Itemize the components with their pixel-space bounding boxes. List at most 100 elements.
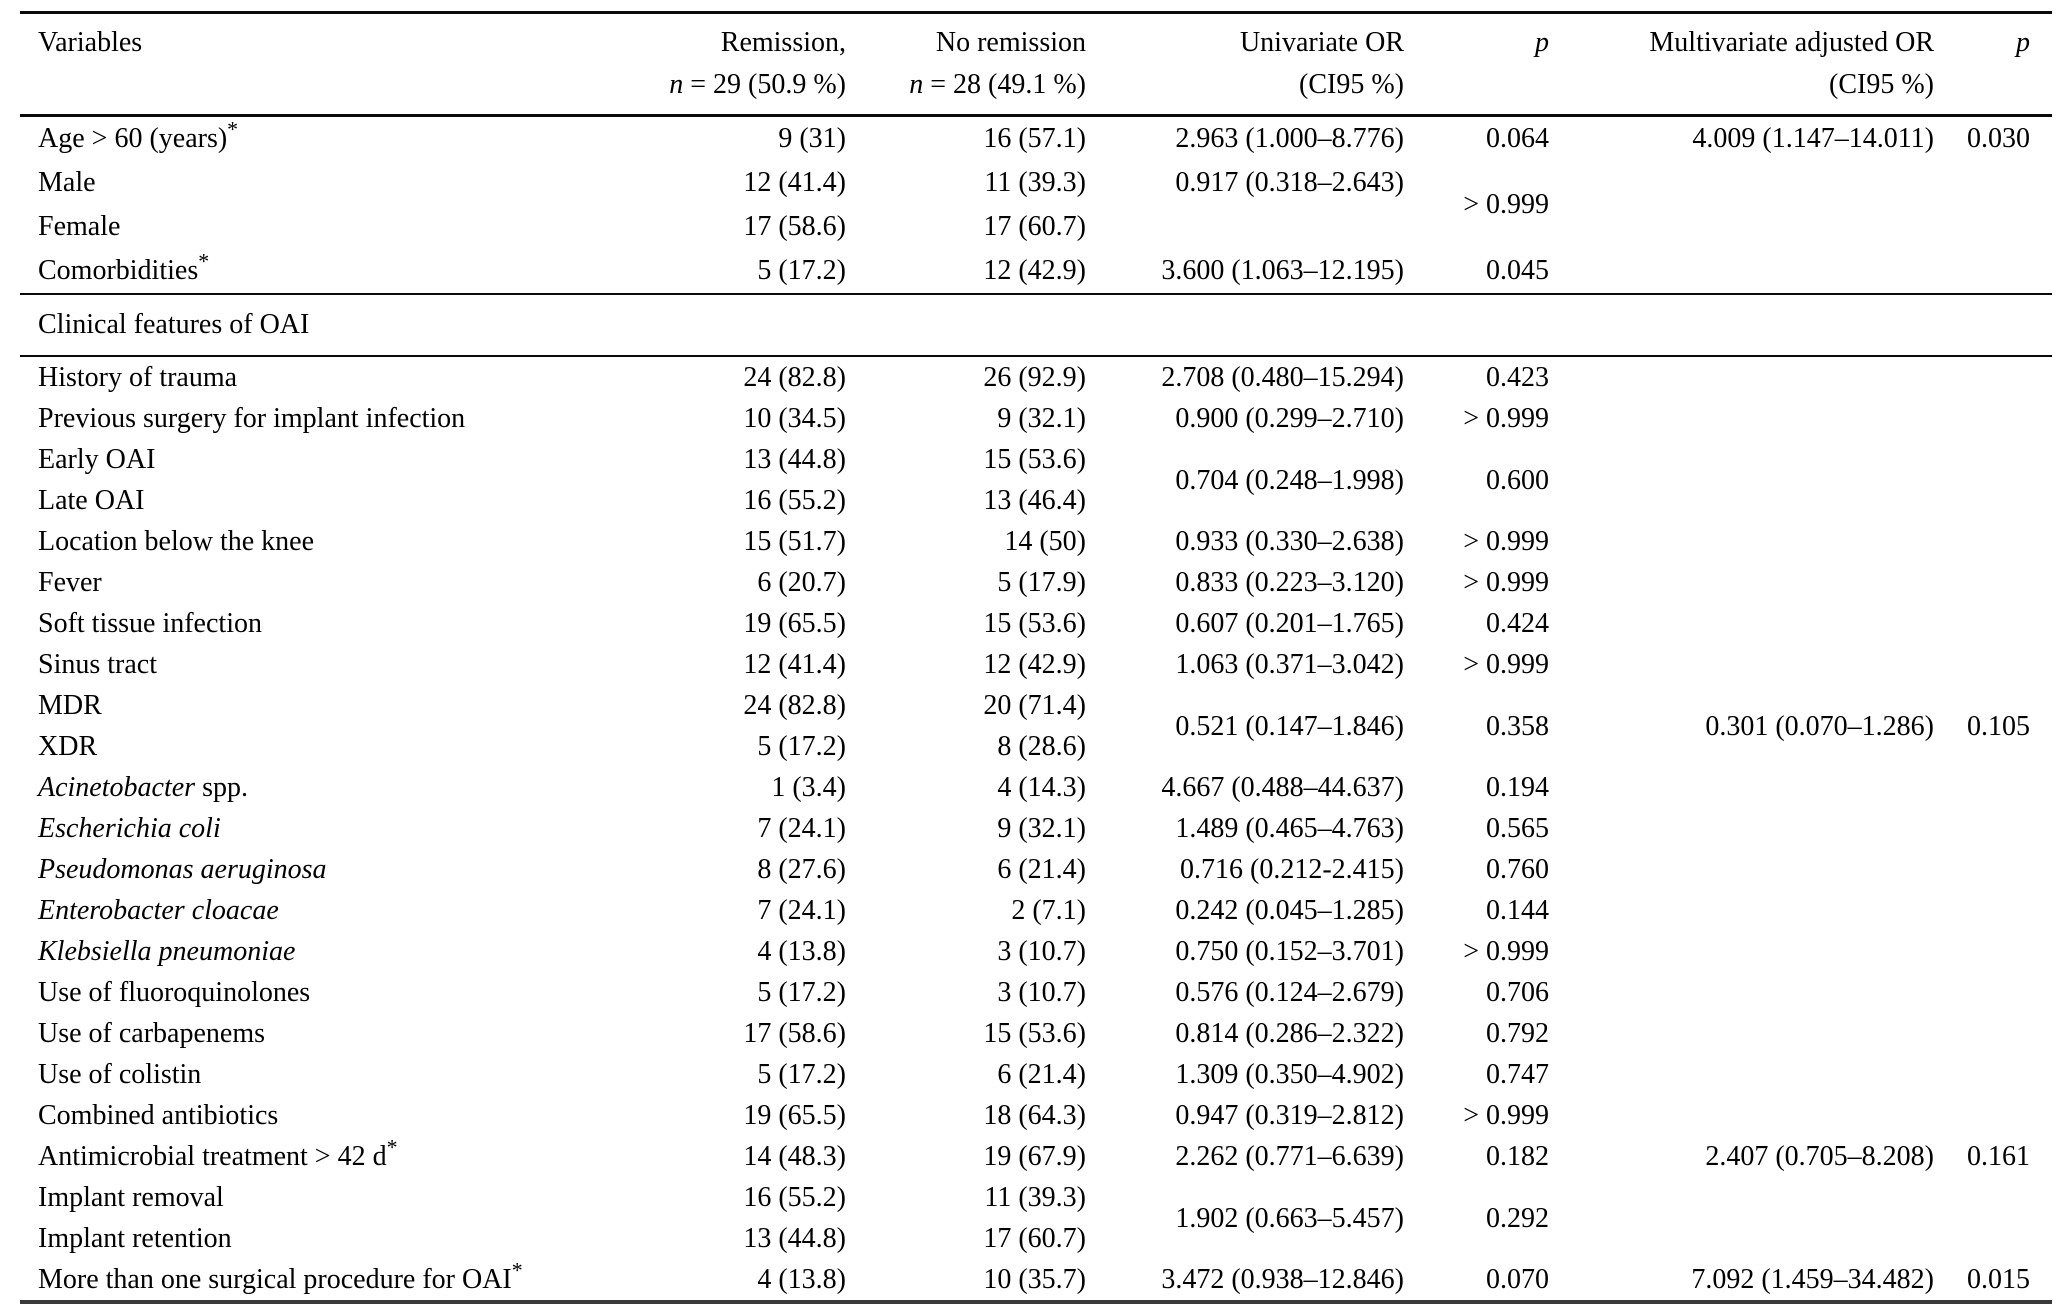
cell-p_univariate: 0.600 xyxy=(1486,464,1549,496)
cell-p_univariate: 0.292 xyxy=(1486,1202,1549,1234)
cell-p_multivariate xyxy=(1950,972,2052,1013)
cell-p_multivariate xyxy=(1950,849,2052,890)
cell-univariate_or: 0.607 (0.201–1.765) xyxy=(1175,608,1404,639)
cell-no_remission: 11 (39.3) xyxy=(984,167,1086,198)
cell-p_multivariate xyxy=(1950,356,2052,398)
cell-multivariate_or xyxy=(1565,562,1950,603)
cell-multivariate_or xyxy=(1565,1177,1950,1218)
cell-p_multivariate xyxy=(1950,562,2052,603)
cell-no_remission: 26 (92.9) xyxy=(983,362,1086,393)
table-row: History of trauma 24 (82.8) 26 (92.9) 2.708… xyxy=(20,356,2052,398)
cell-univariate_or: 3.472 (0.938–12.846) xyxy=(1161,1264,1404,1295)
cell-multivariate_or: 4.009 (1.147–14.011) xyxy=(1692,123,1934,154)
cell-univariate_or: 0.242 (0.045–1.285) xyxy=(1175,895,1404,926)
cell-no_remission: 4 (14.3) xyxy=(997,772,1086,803)
cell-univariate_or: 2.262 (0.771–6.639) xyxy=(1175,1141,1404,1172)
cell-no_remission: 17 (60.7) xyxy=(983,1223,1086,1254)
table-row: Escherichia coli 7 (24.1) 9 (32.1) 1.489 (0… xyxy=(20,808,2052,849)
cell-variable: Fever xyxy=(38,567,102,598)
column-header-text: No remission xyxy=(935,27,1086,58)
cell-univariate_or: 2.963 (1.000–8.776) xyxy=(1175,123,1404,154)
cell-univariate_or: 0.521 (0.147–1.846) xyxy=(1175,710,1404,742)
cell-remission: 4 (13.8) xyxy=(757,1264,846,1295)
cell-no_remission: 2 (7.1) xyxy=(1011,895,1086,926)
column-header-text: Multivariate adjusted OR xyxy=(1649,27,1934,58)
cell-multivariate_or: 0.301 (0.070–1.286) xyxy=(1705,710,1934,742)
table-row: Implant retention 13 (44.8) 17 (60.7) xyxy=(20,1218,2052,1259)
cell-multivariate_or xyxy=(1565,480,1950,521)
cell-no_remission: 14 (50) xyxy=(1004,526,1086,557)
cell-no_remission: 16 (57.1) xyxy=(983,123,1086,154)
cell-p_univariate: 0.070 xyxy=(1486,1264,1549,1295)
cell-multivariate_or xyxy=(1565,972,1950,1013)
cell-p_univariate: > 0.999 xyxy=(1463,936,1549,967)
cell-variable: Enterobacter cloacae xyxy=(38,895,279,926)
cell-p_univariate: 0.706 xyxy=(1486,977,1549,1008)
cell-p_univariate: > 0.999 xyxy=(1463,403,1549,434)
cell-variable: Antimicrobial treatment > 42 d* xyxy=(38,1135,398,1172)
cell-no_remission: 3 (10.7) xyxy=(997,977,1086,1008)
cell-p_multivariate xyxy=(1950,1054,2052,1095)
column-header-text: n = 28 (49.1 %) xyxy=(909,69,1086,100)
table-row: Use of fluoroquinolones 5 (17.2) 3 (10.7) 0… xyxy=(20,972,2052,1013)
column-header-no_remission: No remission n = 28 (49.1 %) xyxy=(860,12,1100,117)
cell-univariate_or: 1.902 (0.663–5.457) xyxy=(1175,1202,1404,1234)
column-header-multivariate_or: Multivariate adjusted OR (CI95 %) xyxy=(1565,12,1950,117)
cell-no_remission: 20 (71.4) xyxy=(983,690,1086,721)
table-row: Male 12 (41.4) 11 (39.3) 0.917 (0.318–2.643… xyxy=(20,161,2052,220)
table-row: Late OAI 16 (55.2) 13 (46.4) xyxy=(20,480,2052,521)
cell-variable: Age > 60 (years)* xyxy=(38,117,239,154)
cell-multivariate_or xyxy=(1565,1218,1950,1259)
table-row: Fever 6 (20.7) 5 (17.9) 0.833 (0.223–3.120)… xyxy=(20,562,2052,603)
cell-univariate_or: 0.750 (0.152–3.701) xyxy=(1175,936,1404,967)
cell-univariate_or: 3.600 (1.063–12.195) xyxy=(1161,255,1404,286)
cell-p_univariate: > 0.999 xyxy=(1463,649,1549,680)
cell-variable: Male xyxy=(38,167,96,198)
cell-p_univariate: 0.565 xyxy=(1486,813,1549,844)
cell-univariate_or: 4.667 (0.488–44.637) xyxy=(1161,772,1404,803)
cell-variable: Pseudomonas aeruginosa xyxy=(38,854,327,885)
column-header-text: Remission, xyxy=(720,27,846,58)
cell-p_univariate: 0.045 xyxy=(1486,255,1549,286)
cell-univariate_or: 0.900 (0.299–2.710) xyxy=(1175,403,1404,434)
column-header-remission: Remission, n = 29 (50.9 %) xyxy=(660,12,860,117)
cell-multivariate_or xyxy=(1565,1013,1950,1054)
cell-remission: 24 (82.8) xyxy=(743,362,846,393)
cell-p_univariate: > 0.999 xyxy=(1463,189,1549,220)
cell-remission: 7 (24.1) xyxy=(757,813,846,844)
column-header-univariate_or: Univariate OR (CI95 %) xyxy=(1100,12,1420,117)
table-row: Comorbidities* 5 (17.2) 12 (42.9) 3.600 (1.… xyxy=(20,249,2052,294)
cell-p_multivariate xyxy=(1950,205,2052,249)
cell-remission: 12 (41.4) xyxy=(743,167,846,198)
cell-no_remission: 11 (39.3) xyxy=(984,1182,1086,1213)
table-row: Pseudomonas aeruginosa 8 (27.6) 6 (21.4) 0.… xyxy=(20,849,2052,890)
cell-univariate_or: 0.947 (0.319–2.812) xyxy=(1175,1100,1404,1131)
cell-p_univariate: 0.792 xyxy=(1486,1018,1549,1049)
cell-p_multivariate xyxy=(1950,439,2052,480)
column-header-text: p xyxy=(1535,27,1549,58)
cell-variable: Comorbidities* xyxy=(38,249,210,286)
cell-remission: 5 (17.2) xyxy=(757,977,846,1008)
table-row: Age > 60 (years)* 9 (31) 16 (57.1) 2.963 (1… xyxy=(20,116,2052,162)
cell-multivariate_or xyxy=(1565,603,1950,644)
cell-p_univariate: 0.358 xyxy=(1486,710,1549,742)
cell-p_multivariate: 0.030 xyxy=(1967,123,2030,154)
cell-p_univariate: > 0.999 xyxy=(1463,567,1549,598)
table-head: Variables Remission, n = 29 (50.9 %) No rem… xyxy=(20,12,2052,117)
cell-remission: 10 (34.5) xyxy=(743,403,846,434)
cell-univariate_or xyxy=(1100,205,1420,249)
cell-multivariate_or xyxy=(1565,249,1950,294)
cell-p_univariate: 0.144 xyxy=(1486,895,1549,926)
cell-univariate_or: 0.716 (0.212-2.415) xyxy=(1180,854,1404,885)
cell-multivariate_or xyxy=(1565,1054,1950,1095)
table-row: Sinus tract 12 (41.4) 12 (42.9) 1.063 (0.37… xyxy=(20,644,2052,685)
table-row: Previous surgery for implant infection 10… xyxy=(20,398,2052,439)
cell-univariate_or: 0.576 (0.124–2.679) xyxy=(1175,977,1404,1008)
cell-no_remission: 15 (53.6) xyxy=(983,608,1086,639)
cell-remission: 19 (65.5) xyxy=(743,608,846,639)
table-row: Enterobacter cloacae 7 (24.1) 2 (7.1) 0.242… xyxy=(20,890,2052,931)
cell-remission: 5 (17.2) xyxy=(757,731,846,762)
cell-variable: Implant retention xyxy=(38,1223,232,1254)
cell-p_univariate: > 0.999 xyxy=(1463,1100,1549,1131)
